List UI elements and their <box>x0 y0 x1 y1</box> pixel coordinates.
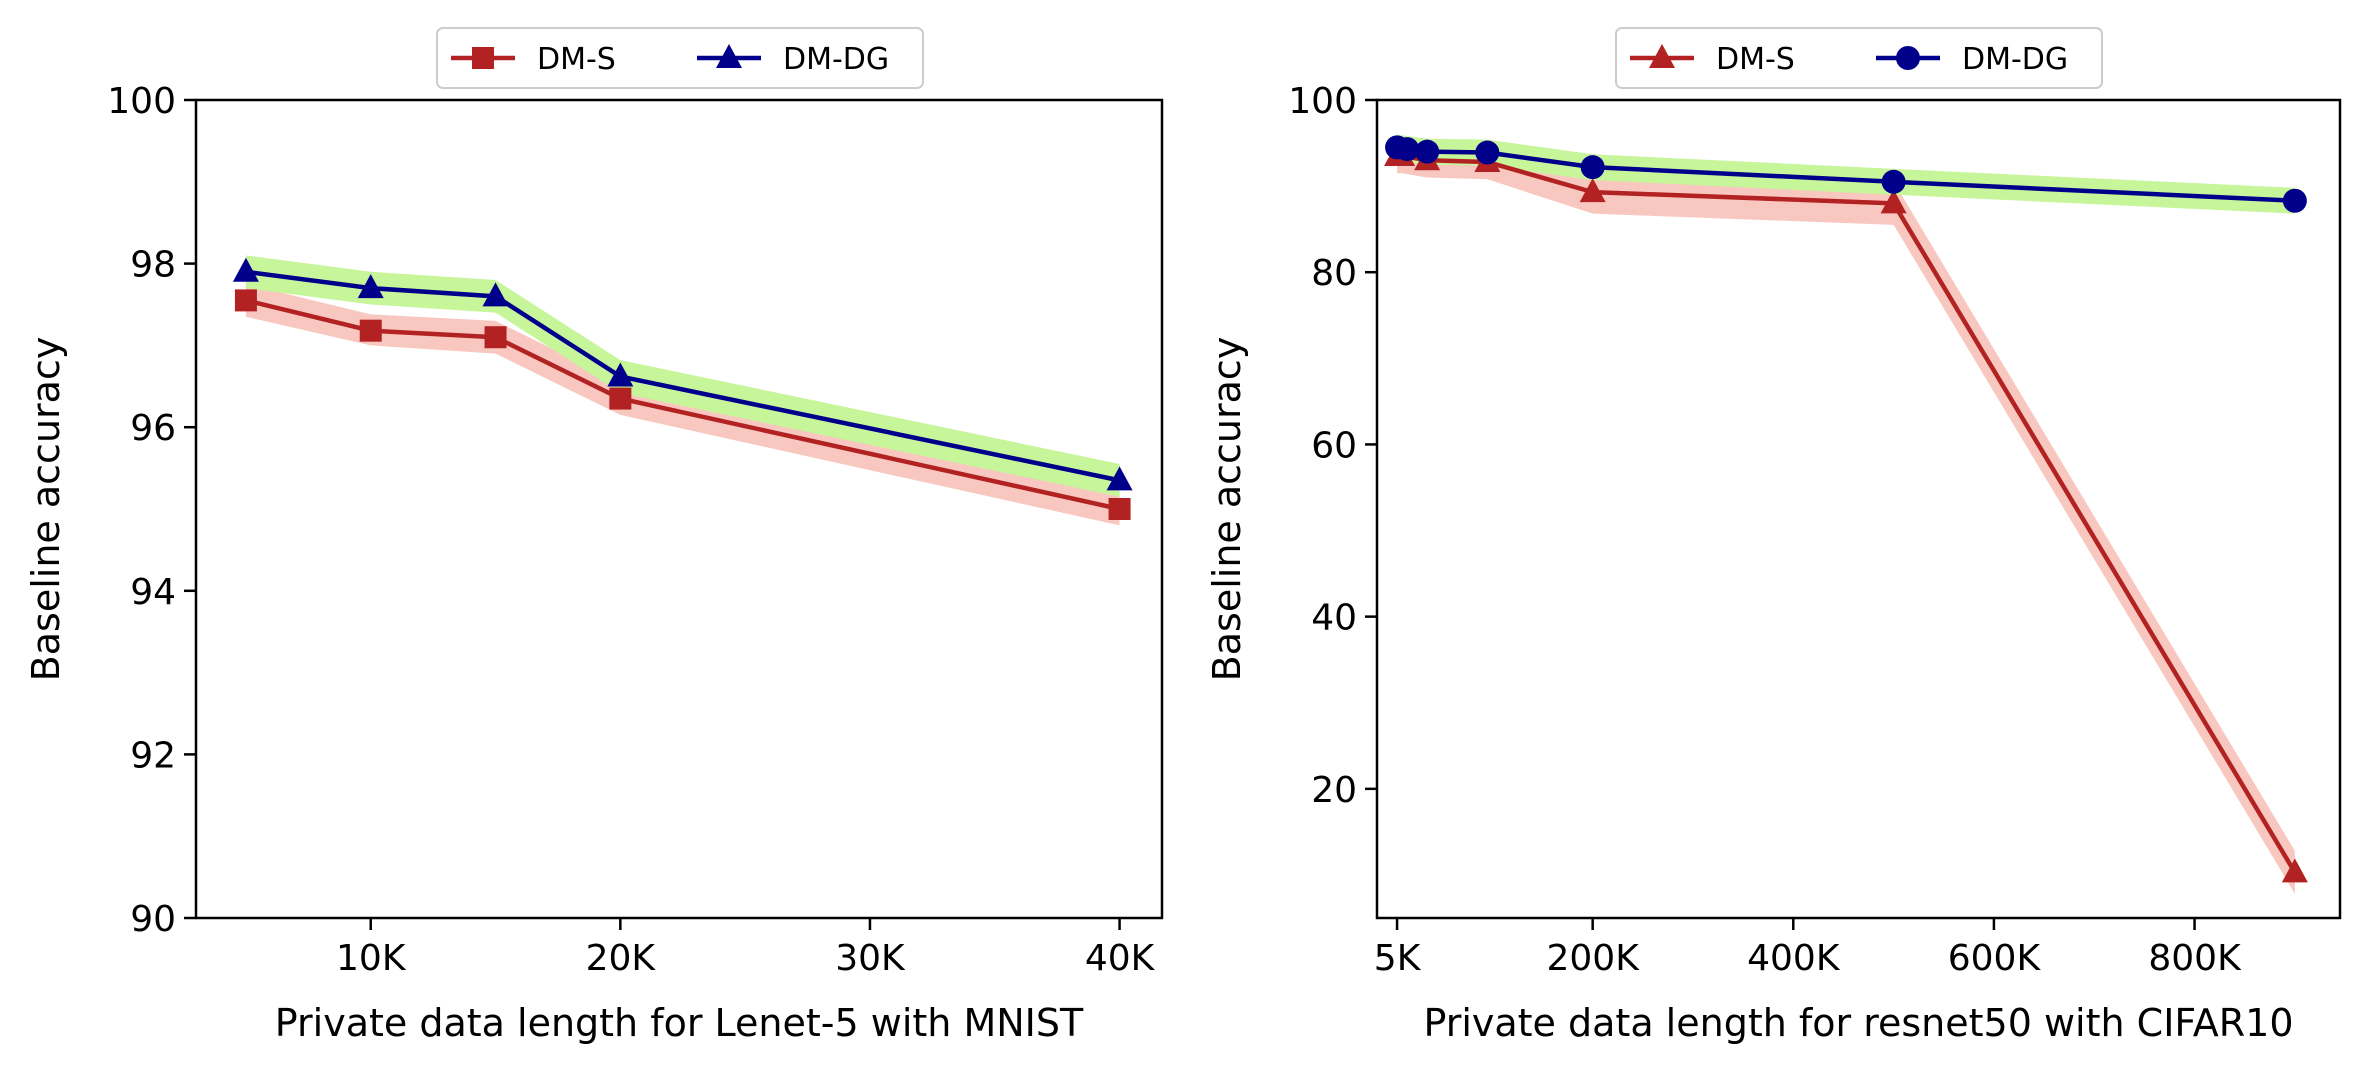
data-point-dm-dg <box>482 282 509 307</box>
y-tick-label: 92 <box>130 735 176 776</box>
chart-lenet-mnist: 10K 20K 30K 40K 90 92 94 96 98 100 Private data le… <box>24 27 1164 1045</box>
x-tick-label: 800K <box>2148 938 2242 979</box>
plot-frame <box>194 98 1164 920</box>
y-tick-label: 80 <box>1311 253 1357 294</box>
y-tick-label: 90 <box>130 899 176 940</box>
y-axis-label: Baseline accuracy <box>24 337 68 682</box>
data-point-dm-s <box>359 319 382 342</box>
x-tick-label: 200K <box>1547 938 1641 979</box>
legend-marker-dm-dg <box>1896 46 1920 70</box>
y-tick-label: 94 <box>130 572 176 613</box>
band-dm-dg <box>1397 134 2295 214</box>
y-tick-label: 100 <box>1288 81 1357 122</box>
y-tick-label: 96 <box>130 408 176 449</box>
legend: DM-S DM-DG <box>436 27 924 89</box>
x-axis-label: Private data length for Lenet-5 with MNI… <box>275 1001 1084 1045</box>
x-axis-label: Private data length for resnet50 with CI… <box>1423 1001 2293 1045</box>
x-tick-label: 400K <box>1747 938 1841 979</box>
data-point-dm-dg <box>607 362 634 387</box>
y-tick-label: 98 <box>130 245 176 286</box>
data-point-dm-s <box>2281 858 2308 883</box>
plot-frame <box>1375 98 2342 920</box>
y-tick-label: 100 <box>107 81 176 122</box>
data-point-dm-s <box>1579 178 1606 203</box>
legend-label-dm-s: DM-S <box>1716 42 1795 77</box>
x-tick-label: 600K <box>1948 938 2042 979</box>
data-point-dm-s <box>609 387 632 410</box>
data-point-dm-dg <box>232 257 259 282</box>
data-point-dm-s <box>1108 498 1131 520</box>
legend-box <box>1615 27 2103 89</box>
x-tick-label: 30K <box>835 938 906 979</box>
x-tick-label: 5K <box>1374 938 1422 979</box>
data-point-dm-dg <box>1475 140 1500 165</box>
data-point-dm-dg <box>1881 169 1906 194</box>
legend-box <box>436 27 924 89</box>
legend-label-dm-s: DM-S <box>537 42 616 77</box>
legend-label-dm-dg: DM-DG <box>1962 42 2068 77</box>
y-axis-label: Baseline accuracy <box>1205 337 1249 682</box>
data-point-dm-dg <box>1580 155 1605 180</box>
data-point-dm-dg <box>1106 466 1133 491</box>
chart-resnet-cifar10: 5K 200K 400K 600K 800K 20 40 60 80 100 Private dat… <box>1205 27 2342 1045</box>
legend-marker-dm-s <box>472 47 494 69</box>
legend-marker-dm-dg <box>716 44 742 68</box>
x-tick-label: 40K <box>1085 938 1156 979</box>
y-tick-label: 40 <box>1311 598 1357 639</box>
legend: DM-S DM-DG <box>1615 27 2103 89</box>
data-point-dm-s <box>484 326 507 349</box>
data-point-dm-dg <box>357 274 384 299</box>
x-tick-label: 20K <box>586 938 657 979</box>
data-point-dm-dg <box>2282 188 2307 213</box>
legend-marker-dm-s <box>1649 44 1675 68</box>
y-tick-label: 60 <box>1311 425 1357 466</box>
data-point-dm-s <box>234 289 257 312</box>
data-point-dm-dg <box>1415 139 1440 164</box>
x-tick-label: 10K <box>336 938 407 979</box>
data-point-dm-s <box>1880 189 1907 214</box>
data-point-dm-dg <box>1395 137 1420 162</box>
y-tick-label: 20 <box>1311 770 1357 811</box>
legend-label-dm-dg: DM-DG <box>783 42 889 77</box>
